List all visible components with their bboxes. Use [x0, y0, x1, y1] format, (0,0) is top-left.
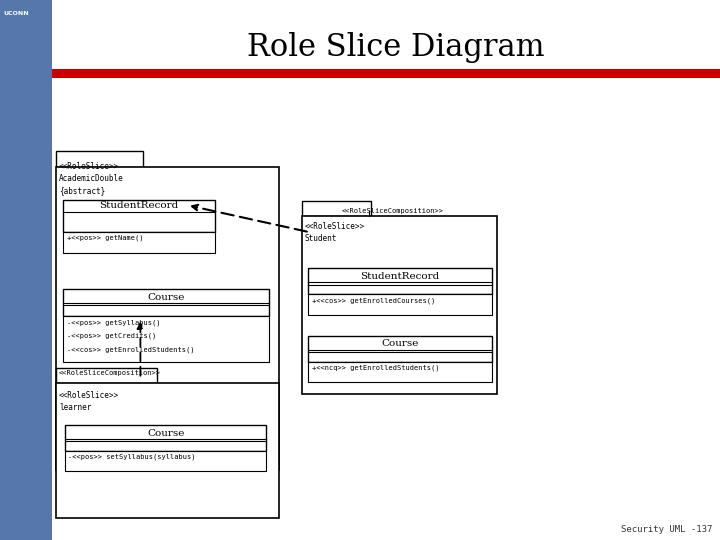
Bar — [0, 0, 52, 540]
Bar — [308, 294, 492, 315]
Bar — [308, 336, 492, 362]
Text: +<<cos>> getEnrolledCourses(): +<<cos>> getEnrolledCourses() — [312, 297, 435, 303]
Bar — [65, 451, 266, 471]
Text: +<<ncq>> getEnrolledStudents(): +<<ncq>> getEnrolledStudents() — [312, 364, 439, 371]
Bar — [302, 201, 371, 216]
Text: {abstract}: {abstract} — [59, 186, 105, 195]
Bar — [63, 200, 215, 232]
Bar — [56, 167, 279, 470]
Text: +<<pos>> getName(): +<<pos>> getName() — [67, 234, 143, 241]
Text: Course: Course — [148, 293, 184, 301]
Bar — [63, 316, 269, 362]
Bar — [308, 268, 492, 294]
Text: Course: Course — [382, 340, 418, 348]
Text: -<<pos>> getCredits(): -<<pos>> getCredits() — [67, 333, 156, 339]
Bar — [56, 383, 279, 518]
Text: learner: learner — [59, 403, 91, 412]
Text: <<RoleSliceComposition>>: <<RoleSliceComposition>> — [59, 370, 161, 376]
Bar — [308, 362, 492, 382]
Text: Student: Student — [305, 234, 337, 244]
Text: AcademicDouble: AcademicDouble — [59, 174, 124, 183]
Text: Course: Course — [147, 429, 184, 437]
Text: <<RoleSlice>>: <<RoleSlice>> — [305, 222, 365, 232]
Text: <<RoleSlice>>: <<RoleSlice>> — [59, 391, 120, 400]
Text: StudentRecord: StudentRecord — [99, 201, 179, 210]
Bar — [52, 69, 720, 78]
Bar — [63, 232, 215, 253]
Text: Security UML -137: Security UML -137 — [621, 524, 713, 534]
Text: -<<pos>> setSyllabus(syllabus): -<<pos>> setSyllabus(syllabus) — [68, 454, 195, 460]
Bar — [63, 289, 269, 316]
Text: Role Slice Diagram: Role Slice Diagram — [247, 32, 545, 63]
Bar — [65, 425, 266, 451]
Text: StudentRecord: StudentRecord — [360, 272, 440, 281]
Text: <<RoleSliceComposition>>: <<RoleSliceComposition>> — [342, 208, 444, 214]
Bar — [302, 216, 497, 394]
Text: <<RoleSlice>>: <<RoleSlice>> — [59, 162, 120, 171]
Text: UCONN: UCONN — [4, 11, 30, 16]
Bar — [56, 151, 143, 167]
Text: -<<cos>> getEnrolledStudents(): -<<cos>> getEnrolledStudents() — [67, 346, 194, 353]
Text: -<<pos>> getSyllabus(): -<<pos>> getSyllabus() — [67, 319, 161, 326]
Bar — [56, 368, 157, 383]
